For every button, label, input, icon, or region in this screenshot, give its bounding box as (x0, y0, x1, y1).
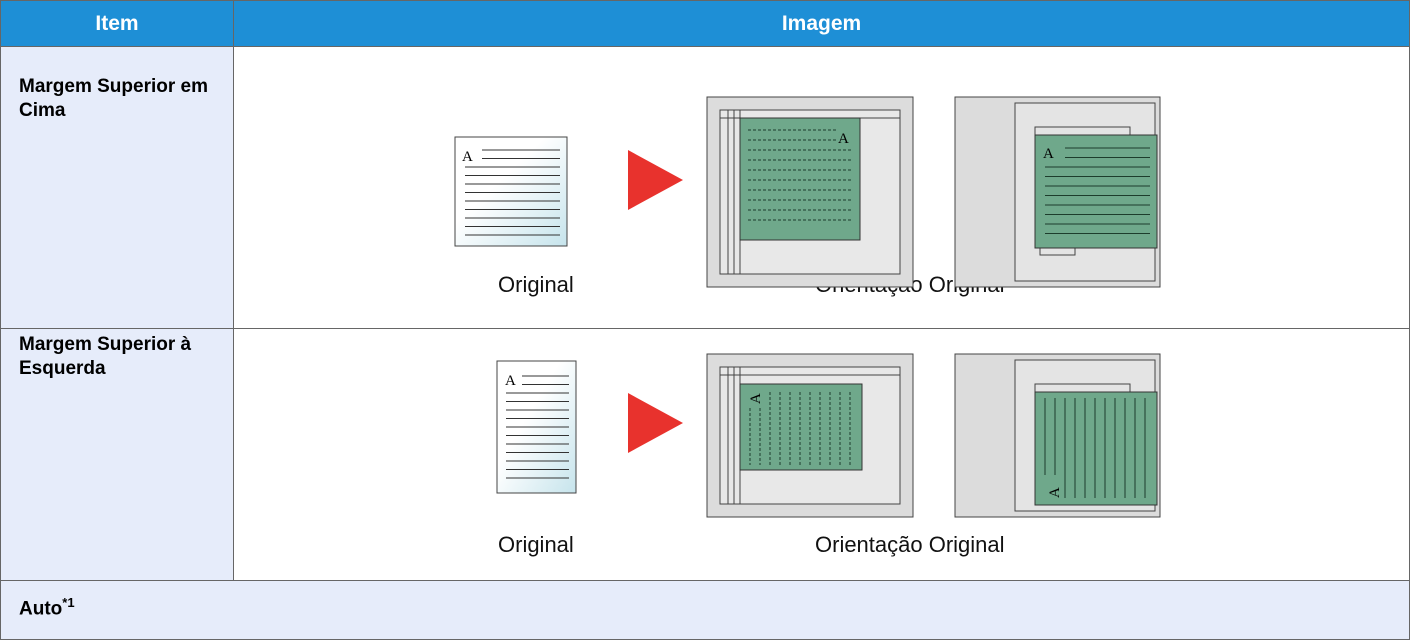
caption: Orientação Original (815, 532, 1005, 557)
doc (1034, 134, 1158, 249)
arrow (628, 150, 683, 210)
item-text: Margem Superior em Cima (19, 76, 208, 121)
arrow (628, 393, 683, 453)
letter: A (1047, 487, 1063, 498)
paper (454, 136, 568, 247)
caption: Original (498, 272, 574, 297)
caption: Original (498, 532, 574, 557)
letter: A (748, 393, 764, 404)
item-text: Margem Superior à Esquerda (19, 334, 192, 379)
item-cell: Margem Superior em Cima (0, 46, 234, 329)
header-text: Item (95, 11, 139, 35)
footer-text: Auto (19, 598, 63, 620)
letter: A (838, 131, 849, 147)
header-cell: Item (0, 0, 234, 47)
letter: A (1043, 146, 1054, 162)
header-text: Imagem (781, 11, 862, 35)
letter: A (505, 373, 516, 389)
letter: A (462, 149, 473, 165)
footnote-mark: *1 (62, 595, 75, 610)
